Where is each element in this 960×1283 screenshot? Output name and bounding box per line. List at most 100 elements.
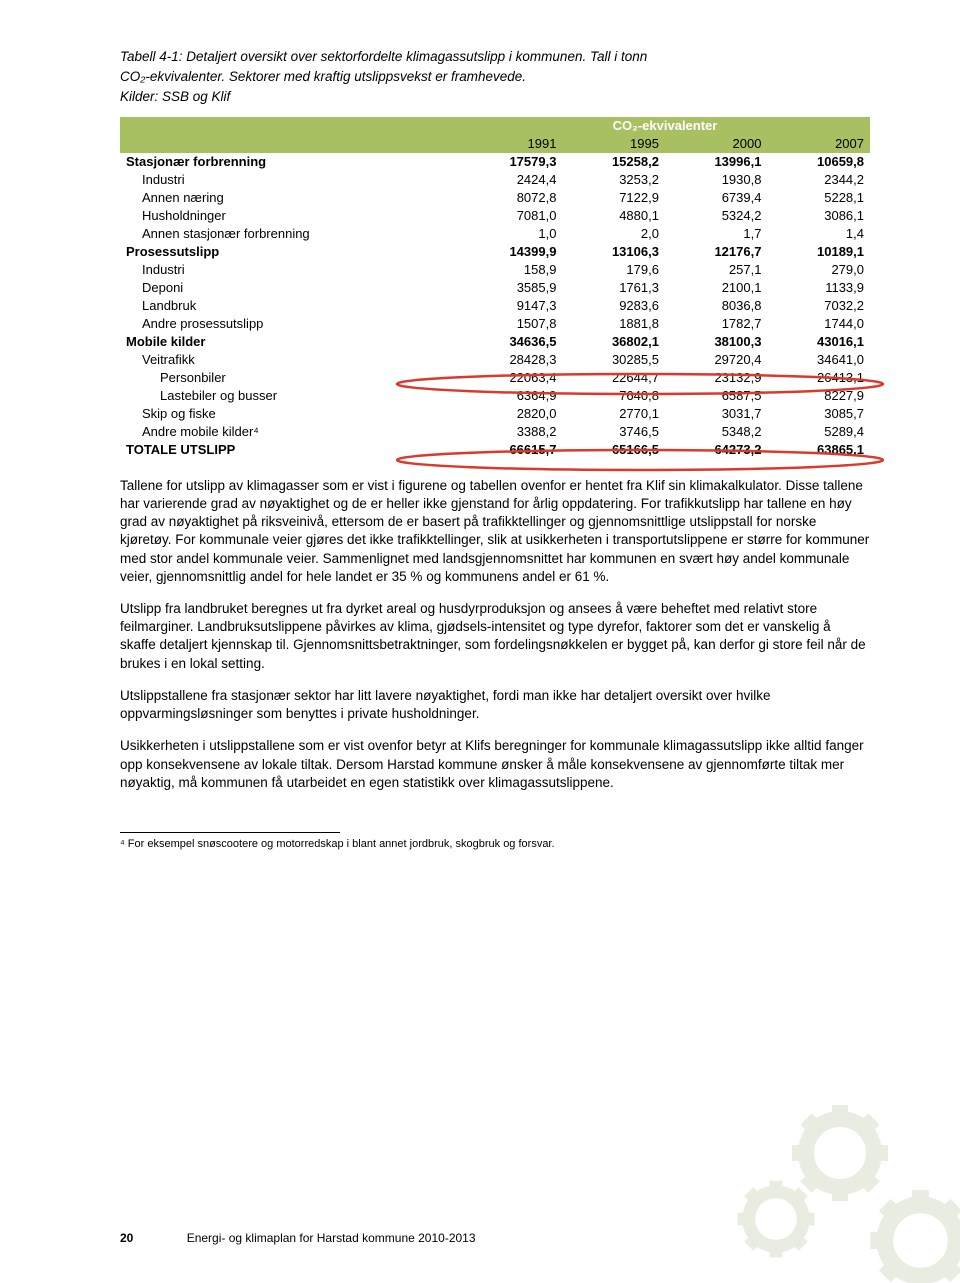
table-row: Personbiler22063,422644,723132,926413,1 [120, 369, 870, 387]
cell: 9283,6 [562, 297, 665, 315]
cell: 1761,3 [562, 279, 665, 297]
cell: 3585,9 [460, 279, 563, 297]
cell: 29720,4 [665, 351, 768, 369]
cell: 1,4 [767, 225, 870, 243]
emissions-table: CO₂-ekvivalenter 1991 1995 2000 2007 Sta… [120, 117, 870, 459]
gear-decoration [700, 1083, 960, 1283]
table-row: Andre prosessutslipp1507,81881,81782,717… [120, 315, 870, 333]
cell: 5324,2 [665, 207, 768, 225]
cell: 5348,2 [665, 423, 768, 441]
page-number: 20 [120, 1231, 133, 1245]
cell: 1507,8 [460, 315, 563, 333]
row-label: Landbruk [120, 297, 460, 315]
cell: 43016,1 [767, 333, 870, 351]
cell: 1930,8 [665, 171, 768, 189]
row-label: Deponi [120, 279, 460, 297]
cell: 36802,1 [562, 333, 665, 351]
cell: 3388,2 [460, 423, 563, 441]
cell: 158,9 [460, 261, 563, 279]
cell: 34636,5 [460, 333, 563, 351]
cell: 22063,4 [460, 369, 563, 387]
cell: 10189,1 [767, 243, 870, 261]
row-label: Annen stasjonær forbrenning [120, 225, 460, 243]
table-wrapper: CO₂-ekvivalenter 1991 1995 2000 2007 Sta… [120, 117, 870, 459]
row-label: TOTALE UTSLIPP [120, 441, 460, 459]
cell: 7640,8 [562, 387, 665, 405]
cell: 8227,9 [767, 387, 870, 405]
paragraph-2: Utslipp fra landbruket beregnes ut fra d… [120, 600, 870, 673]
row-label: Annen næring [120, 189, 460, 207]
year-4: 2007 [767, 135, 870, 153]
table-row: Andre mobile kilder⁴3388,23746,55348,252… [120, 423, 870, 441]
table-row: Husholdninger7081,04880,15324,23086,1 [120, 207, 870, 225]
cell: 5228,1 [767, 189, 870, 207]
footer-title: Energi- og klimaplan for Harstad kommune… [187, 1231, 476, 1245]
cell: 3253,2 [562, 171, 665, 189]
footnote-separator [120, 832, 340, 833]
table-row: Deponi3585,91761,32100,11133,9 [120, 279, 870, 297]
cell: 23132,9 [665, 369, 768, 387]
year-1: 1991 [460, 135, 563, 153]
page: Tabell 4-1: Detaljert oversikt over sekt… [0, 0, 960, 1283]
row-label: Personbiler [120, 369, 460, 387]
table-caption-line2: CO₂-ekvivalenter. Sektorer med kraftig u… [120, 68, 870, 86]
cell: 1782,7 [665, 315, 768, 333]
cell: 7032,2 [767, 297, 870, 315]
cell: 17579,3 [460, 153, 563, 171]
cell: 1881,8 [562, 315, 665, 333]
cell: 3086,1 [767, 207, 870, 225]
table-year-row: 1991 1995 2000 2007 [120, 135, 870, 153]
cell: 3746,5 [562, 423, 665, 441]
cell: 13996,1 [665, 153, 768, 171]
cell: 30285,5 [562, 351, 665, 369]
row-label: Stasjonær forbrenning [120, 153, 460, 171]
cell: 257,1 [665, 261, 768, 279]
cell: 14399,9 [460, 243, 563, 261]
table-caption-line1: Tabell 4-1: Detaljert oversikt over sekt… [120, 48, 870, 66]
cell: 2100,1 [665, 279, 768, 297]
table-row: Skip og fiske2820,02770,13031,73085,7 [120, 405, 870, 423]
cell: 279,0 [767, 261, 870, 279]
cell: 6739,4 [665, 189, 768, 207]
row-label: Skip og fiske [120, 405, 460, 423]
cell: 63865,1 [767, 441, 870, 459]
cell: 3085,7 [767, 405, 870, 423]
cell: 38100,3 [665, 333, 768, 351]
year-3: 2000 [665, 135, 768, 153]
cell: 7081,0 [460, 207, 563, 225]
cell: 2820,0 [460, 405, 563, 423]
table-row: Industri2424,43253,21930,82344,2 [120, 171, 870, 189]
table-row: TOTALE UTSLIPP66615,765166,564273,263865… [120, 441, 870, 459]
cell: 65166,5 [562, 441, 665, 459]
cell: 2344,2 [767, 171, 870, 189]
cell: 5289,4 [767, 423, 870, 441]
cell: 3031,7 [665, 405, 768, 423]
cell: 28428,3 [460, 351, 563, 369]
cell: 22644,7 [562, 369, 665, 387]
table-row: Industri158,9179,6257,1279,0 [120, 261, 870, 279]
row-label: Prosessutslipp [120, 243, 460, 261]
table-subhead: CO₂-ekvivalenter [460, 117, 870, 135]
table-row: Mobile kilder34636,536802,138100,343016,… [120, 333, 870, 351]
table-row: Stasjonær forbrenning17579,315258,213996… [120, 153, 870, 171]
row-label: Husholdninger [120, 207, 460, 225]
row-label: Veitrafikk [120, 351, 460, 369]
cell: 9147,3 [460, 297, 563, 315]
paragraph-3: Utslippstallene fra stasjonær sektor har… [120, 687, 870, 723]
cell: 13106,3 [562, 243, 665, 261]
cell: 7122,9 [562, 189, 665, 207]
year-2: 1995 [562, 135, 665, 153]
cell: 10659,8 [767, 153, 870, 171]
row-label: Lastebiler og busser [120, 387, 460, 405]
paragraph-1: Tallene for utslipp av klimagasser som e… [120, 477, 870, 586]
table-row: Lastebiler og busser6364,97640,86587,582… [120, 387, 870, 405]
table-row: Landbruk9147,39283,68036,87032,2 [120, 297, 870, 315]
footnote-text: ⁴ For eksempel snøscootere og motorredsk… [120, 837, 870, 851]
cell: 15258,2 [562, 153, 665, 171]
cell: 179,6 [562, 261, 665, 279]
cell: 1133,9 [767, 279, 870, 297]
row-label: Industri [120, 171, 460, 189]
table-row: Annen stasjonær forbrenning1,02,01,71,4 [120, 225, 870, 243]
cell: 1744,0 [767, 315, 870, 333]
cell: 6364,9 [460, 387, 563, 405]
